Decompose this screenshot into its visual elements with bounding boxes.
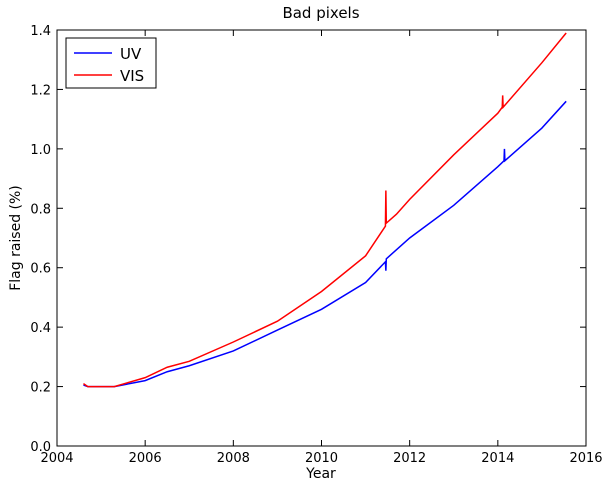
x-tick-label: 2006 <box>129 451 162 466</box>
y-tick-label: 1.4 <box>30 24 51 39</box>
x-tick-label: 2004 <box>40 451 73 466</box>
y-tick-label: 0.4 <box>30 321 51 336</box>
y-tick-label: 0.6 <box>30 262 51 277</box>
x-tick-label: 2016 <box>569 451 602 466</box>
y-tick-label: 0.0 <box>30 440 51 455</box>
legend-label: VIS <box>120 67 144 85</box>
legend-box <box>65 37 157 89</box>
chart-title: Bad pixels <box>282 4 359 22</box>
x-tick-label: 2012 <box>393 451 426 466</box>
x-tick-label: 2008 <box>217 451 250 466</box>
line-series <box>83 32 567 388</box>
y-tick-label: 0.2 <box>30 381 51 396</box>
y-tick-label: 0.8 <box>30 202 51 217</box>
plot-frame <box>56 29 587 447</box>
x-axis-label: Year <box>305 466 336 482</box>
x-tick-label: 2014 <box>481 451 514 466</box>
line-series <box>83 100 567 388</box>
y-tick-label: 1.2 <box>30 83 51 98</box>
y-tick-label: 1.0 <box>30 143 51 158</box>
legend-label: UV <box>120 45 142 63</box>
x-tick-label: 2010 <box>305 451 338 466</box>
y-axis-label: Flag raised (%) <box>8 185 24 291</box>
